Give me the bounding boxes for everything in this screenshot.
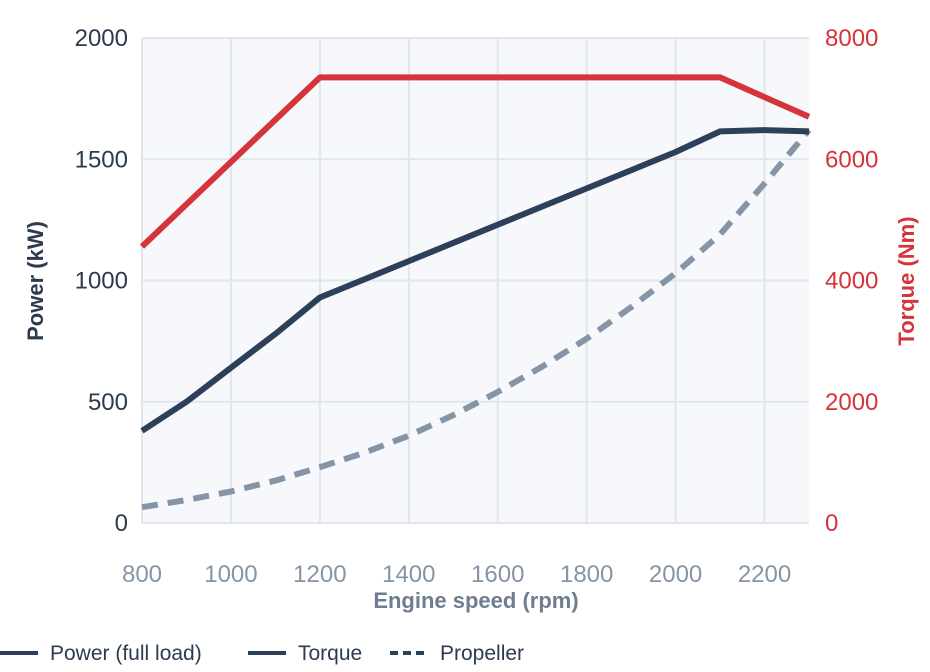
- legend-label: Torque: [298, 642, 362, 665]
- right-tick-label: 6000: [825, 146, 878, 173]
- x-tick-label: 800: [122, 561, 162, 588]
- x-axis-ticks: 800 1000 1200 1400 1600 1800 2000 2200: [122, 561, 791, 588]
- left-tick-label: 1500: [75, 146, 128, 173]
- x-tick-label: 1800: [560, 561, 613, 588]
- x-tick-label: 1400: [382, 561, 435, 588]
- right-tick-label: 2000: [825, 389, 878, 416]
- x-tick-label: 1200: [293, 561, 346, 588]
- right-tick-label: 0: [825, 510, 838, 537]
- x-tick-label: 2200: [738, 561, 791, 588]
- left-tick-label: 0: [115, 510, 128, 537]
- x-tick-label: 1600: [471, 561, 524, 588]
- right-axis-ticks: 0 2000 4000 6000 8000: [825, 25, 878, 537]
- legend: Power (full load) Torque Propeller: [0, 642, 524, 665]
- right-tick-label: 8000: [825, 25, 878, 52]
- left-axis-ticks: 0 500 1000 1500 2000: [75, 25, 128, 537]
- right-tick-label: 4000: [825, 268, 878, 295]
- left-tick-label: 500: [88, 389, 128, 416]
- x-tick-label: 2000: [649, 561, 702, 588]
- series-line-propeller: [141, 128, 812, 511]
- left-tick-label: 2000: [75, 25, 128, 52]
- legend-item: Propeller: [390, 642, 524, 665]
- right-axis-title: Torque (Nm): [894, 216, 919, 345]
- series-lines: [139, 74, 812, 511]
- x-axis-title: Engine speed (rpm): [373, 588, 578, 613]
- legend-item: Torque: [248, 642, 362, 665]
- legend-item: Power (full load): [0, 642, 202, 665]
- series-line-torque: [139, 74, 811, 249]
- series-line-power-full-load: [140, 127, 810, 434]
- left-tick-label: 1000: [75, 268, 128, 295]
- left-axis-title: Power (kW): [23, 221, 48, 341]
- legend-label: Propeller: [440, 642, 524, 665]
- legend-label: Power (full load): [50, 642, 202, 665]
- x-tick-label: 1000: [204, 561, 257, 588]
